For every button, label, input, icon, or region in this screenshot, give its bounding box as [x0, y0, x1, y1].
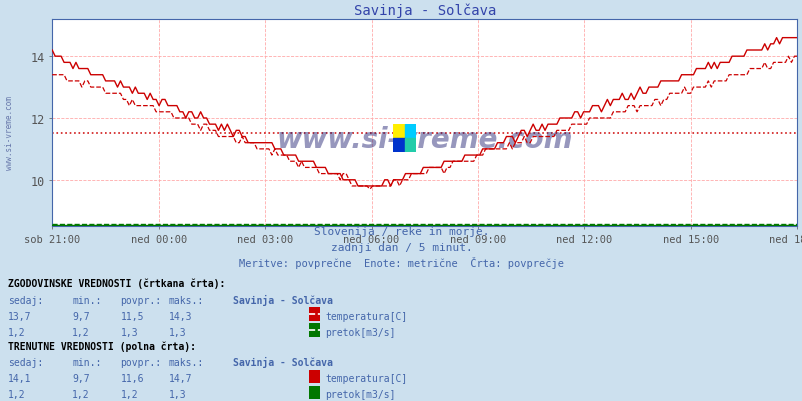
Text: 1,3: 1,3 [120, 327, 138, 337]
Text: 11,6: 11,6 [120, 373, 144, 383]
Text: povpr.:: povpr.: [120, 295, 161, 305]
Text: pretok[m3/s]: pretok[m3/s] [325, 327, 395, 337]
Text: 9,7: 9,7 [72, 373, 90, 383]
Text: 1,2: 1,2 [72, 389, 90, 399]
Text: www.si-vreme.com: www.si-vreme.com [276, 126, 573, 154]
Text: temperatura[C]: temperatura[C] [325, 311, 407, 321]
Text: pretok[m3/s]: pretok[m3/s] [325, 389, 395, 399]
Text: Meritve: povprečne  Enote: metrične  Črta: povprečje: Meritve: povprečne Enote: metrične Črta:… [239, 257, 563, 269]
Text: 1,2: 1,2 [8, 327, 26, 337]
Text: maks.:: maks.: [168, 295, 204, 305]
Bar [393, 124, 404, 138]
Text: 1,3: 1,3 [168, 327, 186, 337]
Text: temperatura[C]: temperatura[C] [325, 373, 407, 383]
Text: 14,7: 14,7 [168, 373, 192, 383]
Text: www.si-vreme.com: www.si-vreme.com [5, 95, 14, 169]
Bar [404, 124, 415, 138]
Text: Savinja - Solčava: Savinja - Solčava [233, 294, 332, 305]
Title: Savinja - Solčava: Savinja - Solčava [353, 3, 496, 18]
Text: zadnji dan / 5 minut.: zadnji dan / 5 minut. [330, 243, 472, 253]
Text: Savinja - Solčava: Savinja - Solčava [233, 356, 332, 367]
Text: TRENUTNE VREDNOSTI (polna črta):: TRENUTNE VREDNOSTI (polna črta): [8, 340, 196, 351]
Text: sedaj:: sedaj: [8, 295, 43, 305]
Text: 1,2: 1,2 [72, 327, 90, 337]
Text: 1,2: 1,2 [8, 389, 26, 399]
Text: 14,1: 14,1 [8, 373, 31, 383]
Text: 9,7: 9,7 [72, 311, 90, 321]
Text: min.:: min.: [72, 357, 102, 367]
Text: 13,7: 13,7 [8, 311, 31, 321]
Text: ZGODOVINSKE VREDNOSTI (črtkana črta):: ZGODOVINSKE VREDNOSTI (črtkana črta): [8, 278, 225, 289]
Text: povpr.:: povpr.: [120, 357, 161, 367]
Text: min.:: min.: [72, 295, 102, 305]
Text: maks.:: maks.: [168, 357, 204, 367]
Text: 14,3: 14,3 [168, 311, 192, 321]
Text: 1,3: 1,3 [168, 389, 186, 399]
Text: 1,2: 1,2 [120, 389, 138, 399]
Bar [393, 138, 404, 152]
Bar [404, 138, 415, 152]
Text: 11,5: 11,5 [120, 311, 144, 321]
Text: Slovenija / reke in morje.: Slovenija / reke in morje. [314, 227, 488, 237]
Text: sedaj:: sedaj: [8, 357, 43, 367]
